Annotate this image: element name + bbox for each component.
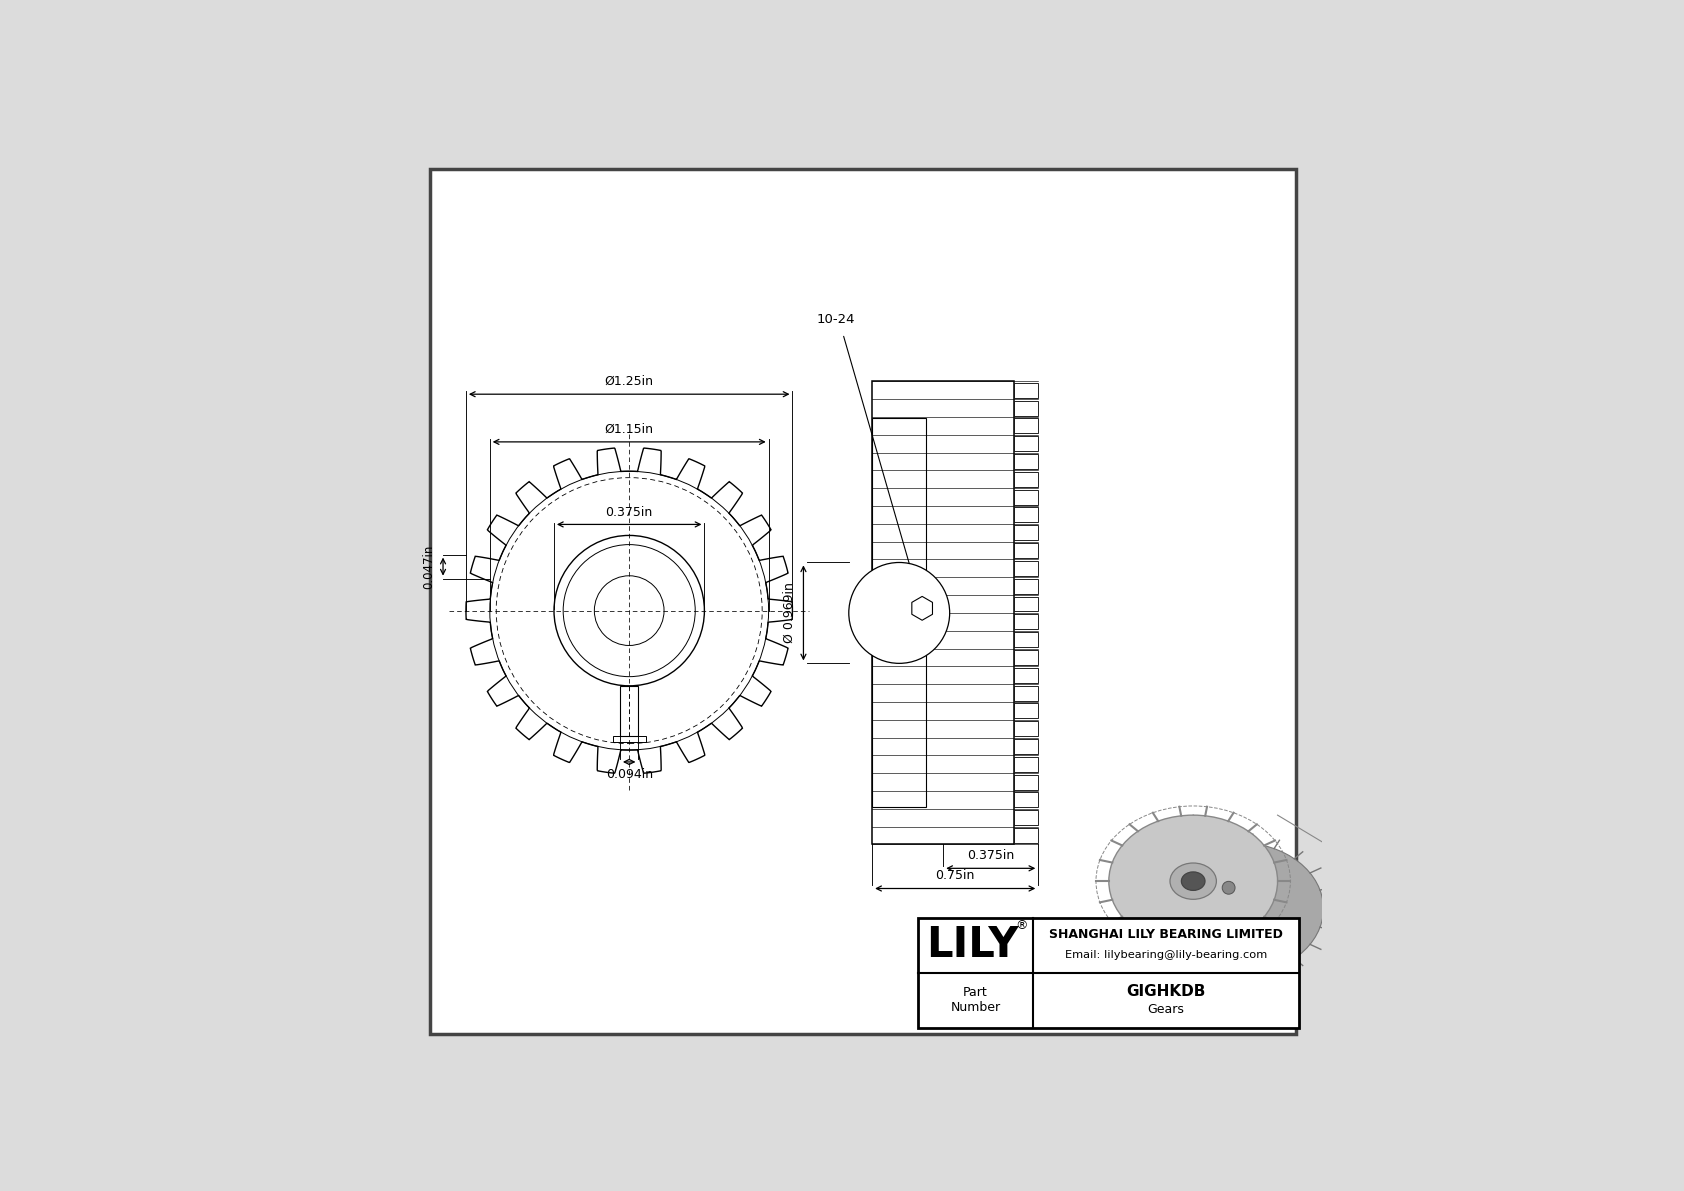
Text: GIGHKDB: GIGHKDB (1127, 984, 1206, 999)
Bar (1014, 650, 1039, 665)
Text: 0.094in: 0.094in (606, 768, 653, 781)
Bar (1014, 668, 1039, 682)
Bar (1014, 792, 1039, 807)
Polygon shape (911, 597, 933, 621)
Text: Ø1.15in: Ø1.15in (605, 423, 653, 436)
Text: Email: lilybearing@lily-bearing.com: Email: lilybearing@lily-bearing.com (1064, 949, 1266, 960)
Ellipse shape (1155, 843, 1324, 974)
Text: 10-24: 10-24 (817, 313, 855, 326)
Bar (1014, 561, 1039, 576)
Bar (1014, 418, 1039, 434)
Text: 0.75in: 0.75in (936, 869, 975, 883)
Text: 0.047in: 0.047in (423, 544, 436, 588)
Bar (1014, 615, 1039, 629)
Text: 0.375in: 0.375in (967, 849, 1014, 862)
Bar (1014, 454, 1039, 469)
Text: Ø1.25in: Ø1.25in (605, 375, 653, 388)
Bar (1014, 436, 1039, 451)
Circle shape (1223, 881, 1234, 894)
Bar (1014, 722, 1039, 736)
Bar (1014, 632, 1039, 647)
Text: ®: ® (1015, 918, 1027, 931)
Ellipse shape (1170, 863, 1216, 899)
Text: Ø 0.969in: Ø 0.969in (783, 582, 797, 643)
Bar (1014, 579, 1039, 593)
Circle shape (465, 445, 795, 775)
Bar (1014, 472, 1039, 487)
Bar (620, 686, 638, 736)
Bar (1014, 686, 1039, 700)
Bar (1014, 756, 1039, 772)
Ellipse shape (1182, 872, 1206, 891)
Circle shape (849, 562, 950, 663)
Bar (1014, 597, 1039, 611)
Bar (1014, 543, 1039, 559)
Bar (1014, 382, 1039, 398)
Bar (872, 381, 1014, 844)
Bar (1014, 490, 1039, 505)
Text: Gears: Gears (1147, 1003, 1184, 1016)
Bar (1014, 828, 1039, 843)
Bar (1014, 774, 1039, 790)
Bar (1014, 740, 1039, 754)
Text: LILY: LILY (926, 924, 1019, 966)
Bar (613, 736, 645, 742)
Text: Part
Number: Part Number (950, 986, 1000, 1015)
Text: SHANGHAI LILY BEARING LIMITED: SHANGHAI LILY BEARING LIMITED (1049, 928, 1283, 941)
Bar (1014, 810, 1039, 825)
Bar (918, 918, 1298, 1028)
Bar (1014, 704, 1039, 718)
Bar (1014, 507, 1039, 523)
Text: 0.375in: 0.375in (606, 506, 653, 519)
Bar (872, 418, 926, 807)
Bar (1014, 400, 1039, 416)
Bar (1014, 525, 1039, 541)
Ellipse shape (1108, 815, 1278, 947)
